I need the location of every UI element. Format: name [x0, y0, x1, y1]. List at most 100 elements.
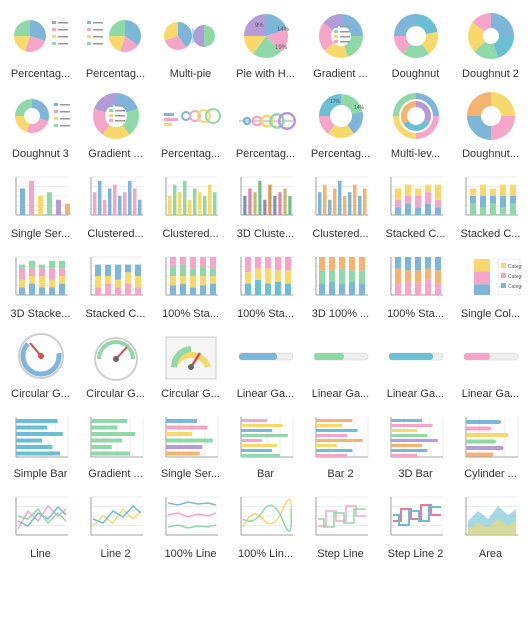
chart-thumb-doughnut[interactable]: Doughnut [379, 8, 452, 84]
thumbnail-pie-with-h: 9%14%19% [233, 8, 299, 64]
chart-thumb-clustered-3[interactable]: Clustered... [304, 168, 377, 244]
thumbnail-percentage-pie-1 [8, 8, 74, 64]
thumbnail-bar [233, 408, 299, 464]
thumbnail-3d-stacked [8, 248, 74, 304]
chart-thumb-percentage-pie-1[interactable]: Percentag... [4, 8, 77, 84]
chart-thumb-single-series[interactable]: Single Ser... [4, 168, 77, 244]
thumbnail-gradient-bar [83, 408, 149, 464]
thumbnail-single-series [8, 168, 74, 224]
chart-thumb-line-2[interactable]: Line 2 [79, 488, 152, 564]
thumbnail-gradient-pie [308, 8, 374, 64]
label-step-line: Step Line [317, 548, 363, 564]
thumbnail-area [458, 488, 524, 544]
label-3d-100: 3D 100% ... [312, 308, 369, 324]
label-100-stacked-3: 100% Sta... [387, 308, 444, 324]
label-percentage-pie-2: Percentag... [86, 68, 145, 84]
chart-thumb-clustered-1[interactable]: Clustered... [79, 168, 152, 244]
chart-thumb-multi-pie[interactable]: Multi-pie [154, 8, 227, 84]
thumbnail-line-2 [83, 488, 149, 544]
chart-thumb-3d-bar[interactable]: 3D Bar [379, 408, 452, 484]
chart-thumb-line[interactable]: Line [4, 488, 77, 564]
chart-thumb-linear-g-2[interactable]: Linear Ga... [304, 328, 377, 404]
chart-thumb-stacked-2[interactable]: Stacked C... [454, 168, 527, 244]
chart-thumb-cylinder[interactable]: Cylinder ... [454, 408, 527, 484]
chart-thumb-gradient-bar[interactable]: Gradient ... [79, 408, 152, 484]
thumbnail-percentage-ring-2 [233, 88, 299, 144]
label-single-series: Single Ser... [11, 228, 70, 244]
label-stacked-1: Stacked C... [386, 228, 446, 244]
chart-thumb-pie-with-h[interactable]: 9%14%19%Pie with H... [229, 8, 302, 84]
label-percentage-ring-2: Percentag... [236, 148, 295, 164]
thumbnail-3d-clustered [233, 168, 299, 224]
chart-thumb-linear-g-1[interactable]: Linear Ga... [229, 328, 302, 404]
thumbnail-step-line [308, 488, 374, 544]
thumbnail-doughnut-2 [458, 8, 524, 64]
svg-text:Category: Category [508, 274, 522, 280]
chart-thumb-doughnut-2[interactable]: Doughnut 2 [454, 8, 527, 84]
chart-thumb-linear-g-3[interactable]: Linear Ga... [379, 328, 452, 404]
label-multi-pie: Multi-pie [170, 68, 212, 84]
label-gradient-bar: Gradient ... [88, 468, 142, 484]
chart-thumb-100-line[interactable]: 100% Line [154, 488, 227, 564]
thumbnail-stacked-3 [83, 248, 149, 304]
chart-thumb-single-series-hbar[interactable]: Single Ser... [154, 408, 227, 484]
label-clustered-3: Clustered... [312, 228, 368, 244]
chart-thumb-percentage-doughnut[interactable]: 17%14%Percentag... [304, 88, 377, 164]
label-100-line: 100% Line [165, 548, 217, 564]
label-line: Line [30, 548, 51, 564]
svg-text:14%: 14% [277, 27, 290, 33]
chart-thumb-circular-g-1[interactable]: Circular G... [4, 328, 77, 404]
chart-thumb-percentage-ring-2[interactable]: Percentag... [229, 88, 302, 164]
svg-text:Category: Category [508, 264, 522, 270]
label-gradient-doughnut: Gradient ... [88, 148, 142, 164]
label-3d-bar: 3D Bar [398, 468, 432, 484]
chart-thumb-clustered-2[interactable]: Clustered... [154, 168, 227, 244]
thumbnail-percentage-pie-2 [83, 8, 149, 64]
chart-thumb-percentage-pie-2[interactable]: Percentag... [79, 8, 152, 84]
thumbnail-cylinder [458, 408, 524, 464]
chart-thumb-doughnut-3[interactable]: Doughnut 3 [4, 88, 77, 164]
chart-thumb-stacked-1[interactable]: Stacked C... [379, 168, 452, 244]
label-pie-with-h: Pie with H... [236, 68, 295, 84]
label-clustered-1: Clustered... [87, 228, 143, 244]
label-simple-bar: Simple Bar [14, 468, 68, 484]
chart-thumb-area[interactable]: Area [454, 488, 527, 564]
label-linear-g-4: Linear Ga... [462, 388, 519, 404]
chart-thumb-3d-stacked[interactable]: 3D Stacke... [4, 248, 77, 324]
chart-thumb-step-line[interactable]: Step Line [304, 488, 377, 564]
svg-text:9%: 9% [255, 23, 264, 29]
thumbnail-stacked-1 [383, 168, 449, 224]
chart-gallery-grid: Percentag...Percentag...Multi-pie9%14%19… [4, 8, 527, 564]
chart-thumb-gradient-doughnut[interactable]: Gradient ... [79, 88, 152, 164]
chart-thumb-3d-clustered[interactable]: 3D Cluste... [229, 168, 302, 244]
label-100-stacked-2: 100% Sta... [237, 308, 294, 324]
thumbnail-3d-bar [383, 408, 449, 464]
thumbnail-linear-g-4 [458, 328, 524, 384]
chart-thumb-simple-bar[interactable]: Simple Bar [4, 408, 77, 484]
chart-thumb-bar-2[interactable]: Bar 2 [304, 408, 377, 484]
chart-thumb-100-stacked[interactable]: 100% Sta... [154, 248, 227, 324]
label-bar-2: Bar 2 [327, 468, 353, 484]
label-100-stacked: 100% Sta... [162, 308, 219, 324]
chart-thumb-doughnut-big[interactable]: Doughnut... [454, 88, 527, 164]
chart-thumb-single-col[interactable]: CategoryCategoryCategorySingle Col... [454, 248, 527, 324]
chart-thumb-3d-100[interactable]: 3D 100% ... [304, 248, 377, 324]
chart-thumb-linear-g-4[interactable]: Linear Ga... [454, 328, 527, 404]
chart-thumb-100-stacked-3[interactable]: 100% Sta... [379, 248, 452, 324]
chart-thumb-circular-g-3[interactable]: Circular G... [154, 328, 227, 404]
chart-thumb-circular-g-2[interactable]: Circular G... [79, 328, 152, 404]
chart-thumb-gradient-pie[interactable]: Gradient ... [304, 8, 377, 84]
chart-thumb-multi-level[interactable]: Multi-lev... [379, 88, 452, 164]
label-circular-g-3: Circular G... [161, 388, 220, 404]
chart-thumb-step-line-2[interactable]: Step Line 2 [379, 488, 452, 564]
thumbnail-circular-g-3 [158, 328, 224, 384]
chart-thumb-bar[interactable]: Bar [229, 408, 302, 484]
chart-thumb-100-line-2[interactable]: 100% Lin... [229, 488, 302, 564]
thumbnail-doughnut-3 [8, 88, 74, 144]
chart-thumb-stacked-3[interactable]: Stacked C... [79, 248, 152, 324]
thumbnail-bar-2 [308, 408, 374, 464]
thumbnail-linear-g-1 [233, 328, 299, 384]
chart-thumb-percentage-ring[interactable]: Percentag... [154, 88, 227, 164]
label-linear-g-2: Linear Ga... [312, 388, 369, 404]
chart-thumb-100-stacked-2[interactable]: 100% Sta... [229, 248, 302, 324]
